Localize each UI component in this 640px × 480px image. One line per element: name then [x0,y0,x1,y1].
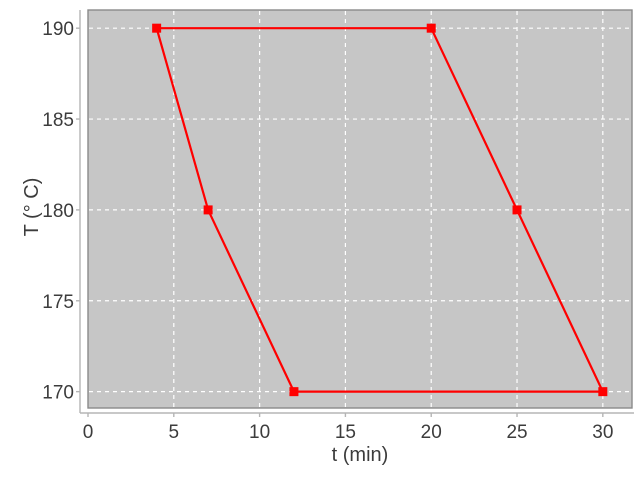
x-tick-label: 25 [506,422,527,443]
y-axis-title: T (° C) [21,177,43,237]
y-tick-label: 185 [42,110,74,131]
data-point-marker [426,23,436,33]
data-point-marker [152,23,162,33]
y-tick-label: 180 [42,201,74,222]
x-tick-label: 20 [421,422,442,443]
x-tick-label: 0 [83,422,94,443]
data-point-marker [512,205,522,215]
data-point-marker [289,387,299,397]
x-tick-label: 5 [169,422,180,443]
x-axis-title: t (min) [331,444,389,466]
x-tick-label: 15 [335,422,356,443]
x-tick-label: 10 [249,422,270,443]
data-point-marker [203,205,213,215]
y-tick-label: 170 [42,383,74,404]
x-tick-label: 30 [592,422,613,443]
y-tick-label: 190 [42,19,74,40]
data-point-marker [598,387,608,397]
y-tick-label: 175 [42,292,74,313]
plot-canvas [87,9,633,409]
